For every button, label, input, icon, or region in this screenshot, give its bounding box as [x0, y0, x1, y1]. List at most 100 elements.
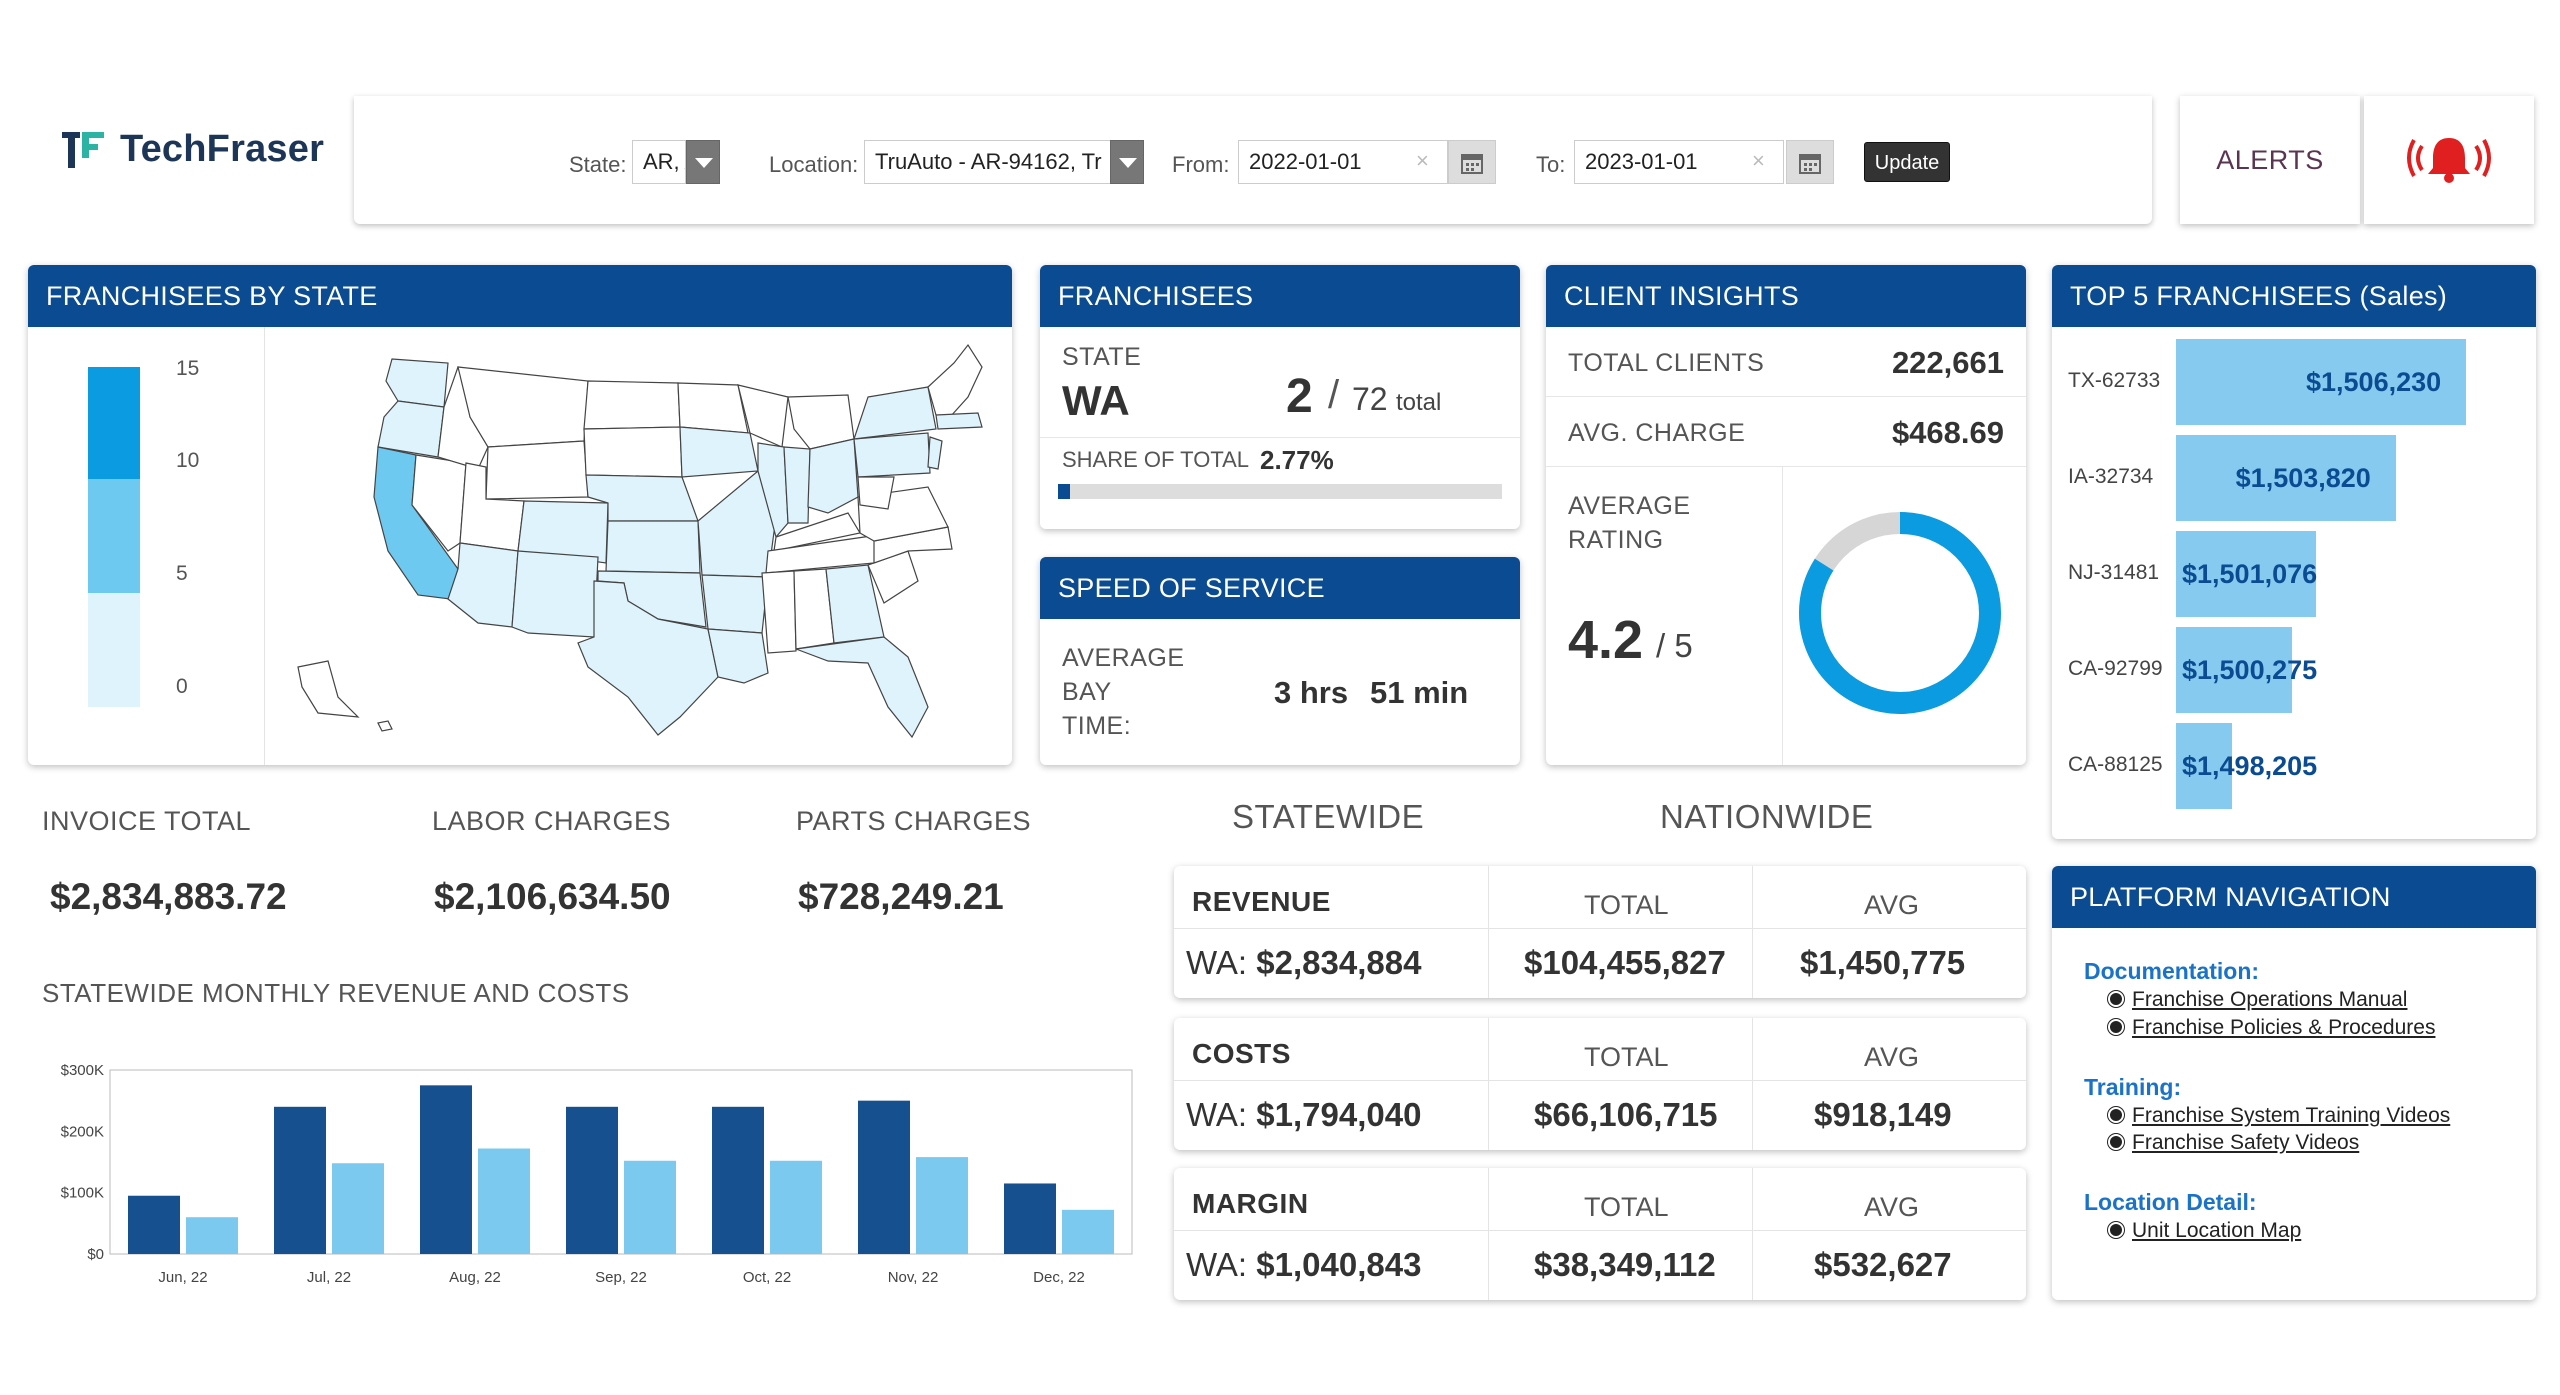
franchisees-title: FRANCHISEES	[1040, 265, 1520, 327]
top5-bar	[2176, 339, 2466, 425]
client-insights-card: CLIENT INSIGHTS TOTAL CLIENTS 222,661 AV…	[1546, 265, 2026, 765]
chart-bar	[624, 1160, 676, 1254]
to-calendar-icon[interactable]	[1786, 140, 1834, 184]
state-hi	[377, 720, 393, 732]
state-select[interactable]: AR, A	[632, 140, 686, 184]
revenue-avg-label: AVG	[1864, 890, 1920, 920]
franchisee-total-suffix: total	[1396, 389, 1442, 416]
state-ma-ct	[935, 412, 983, 430]
chart-ytick-label: $100K	[61, 1185, 104, 1202]
to-clear-icon[interactable]: ×	[1752, 148, 1765, 173]
documentation-heading: Documentation:	[2084, 958, 2260, 984]
chart-xtick-label: Sep, 22	[595, 1269, 647, 1286]
link-training-videos[interactable]: Franchise System Training Videos	[2109, 1104, 2451, 1127]
from-clear-icon[interactable]: ×	[1416, 148, 1429, 173]
chart-bar	[128, 1195, 180, 1254]
location-detail-heading: Location Detail:	[2084, 1189, 2257, 1215]
state-fl	[795, 636, 929, 739]
to-label: To:	[1536, 152, 1566, 177]
chart-bar	[566, 1106, 618, 1254]
chart-bar	[858, 1100, 910, 1254]
top5-label: NJ-31481	[2068, 561, 2160, 584]
margin-avg-value: $532,627	[1814, 1246, 1952, 1283]
state-new-england	[927, 343, 983, 418]
techfraser-logo-icon	[62, 131, 104, 168]
share-progress-fill	[1058, 484, 1071, 499]
chart-plot-frame	[109, 1069, 1133, 1255]
alerts-button[interactable]: ALERTS	[2180, 96, 2360, 224]
total-clients-value: 222,661	[1891, 345, 2004, 380]
top5-value: $1,506,230	[2306, 367, 2442, 397]
top5-row[interactable]: TX-62733 $1,506,230	[2052, 339, 2536, 425]
top5-title: TOP 5 FRANCHISEES (Sales)	[2052, 265, 2536, 327]
state-ar	[701, 574, 769, 634]
state-dropdown-arrow-icon[interactable]	[686, 140, 720, 184]
revenue-avg-value: $1,450,775	[1800, 944, 1966, 981]
link-unit-location-map[interactable]: Unit Location Map	[2109, 1219, 2302, 1242]
link-franchise-operations-manual[interactable]: Franchise Operations Manual	[2109, 988, 2408, 1011]
chart-bar	[274, 1106, 326, 1254]
top5-value: $1,501,076	[2182, 559, 2318, 589]
location-dropdown-arrow-icon[interactable]	[1110, 140, 1144, 184]
link-safety-videos[interactable]: Franchise Safety Videos	[2109, 1131, 2360, 1154]
top5-row[interactable]: CA-88125 $1,498,205	[2052, 723, 2536, 809]
top5-label: IA-32734	[2068, 465, 2154, 488]
top5-row[interactable]: IA-32734 $1,503,820	[2052, 435, 2536, 521]
training-heading: Training:	[2084, 1074, 2182, 1100]
top5-bar	[2176, 627, 2293, 713]
location-filter-label: Location:	[769, 152, 859, 177]
state-in	[783, 446, 811, 524]
chart-xtick-label: Aug, 22	[449, 1269, 501, 1286]
to-date-input[interactable]: 2023-01-01	[1574, 140, 1784, 184]
costs-title: COSTS	[1192, 1038, 1291, 1069]
from-calendar-icon[interactable]	[1448, 140, 1496, 184]
margin-avg-label: AVG	[1864, 1192, 1920, 1222]
from-date-input[interactable]: 2022-01-01	[1238, 140, 1448, 184]
revenue-total-value: $104,455,827	[1524, 944, 1726, 981]
alarm-bell-icon	[2407, 138, 2491, 183]
filter-bar: State: AR, A Location: TruAuto - AR-9416…	[354, 96, 2152, 224]
franchisees-by-state-card: FRANCHISEES BY STATE 15 10 5 0	[28, 265, 1012, 765]
chart-bar	[770, 1160, 822, 1254]
rating-max: / 5	[1656, 627, 1693, 664]
state-il	[757, 442, 789, 539]
parts-charges-value: $728,249.21	[798, 876, 1004, 917]
invoice-total-value: $2,834,883.72	[50, 876, 287, 917]
top5-bar	[2176, 435, 2396, 521]
state-ms	[761, 570, 797, 654]
chart-bar	[186, 1217, 238, 1254]
share-value: 2.77%	[1260, 445, 1334, 475]
chart-xtick-label: Dec, 22	[1033, 1269, 1085, 1286]
top5-bar	[2176, 723, 2232, 809]
state-nd	[583, 380, 681, 430]
alarm-bell-button[interactable]	[2364, 96, 2534, 224]
bay-time-minutes: 51 min	[1370, 675, 1469, 710]
state-ia	[679, 426, 759, 478]
avg-charge-value: $468.69	[1891, 415, 2004, 450]
costs-state: WA: $1,794,040	[1186, 1096, 1422, 1133]
bay-time-label: AVERAGE BAY TIME:	[1062, 644, 1185, 740]
map-legend	[88, 367, 140, 707]
labor-charges-value: $2,106,634.50	[434, 876, 671, 917]
top5-row[interactable]: CA-92799 $1,500,275	[2052, 627, 2536, 713]
top5-row[interactable]: NJ-31481 $1,501,076	[2052, 531, 2536, 617]
franchisees-card: FRANCHISEES STATE WA 2 / 72 total SHARE …	[1040, 265, 1520, 529]
invoice-total-label: INVOICE TOTAL	[42, 806, 252, 836]
state-mo	[697, 470, 777, 578]
link-franchise-policies-procedures[interactable]: Franchise Policies & Procedures	[2109, 1016, 2436, 1039]
costs-card: COSTS WA: $1,794,040 TOTAL $66,106,715 A…	[1174, 1018, 2026, 1150]
update-button[interactable]: Update	[1864, 142, 1950, 182]
revenue-title: REVENUE	[1192, 886, 1331, 917]
total-clients-label: TOTAL CLIENTS	[1568, 349, 1765, 377]
chart-bar	[712, 1106, 764, 1254]
location-select[interactable]: TruAuto - AR-94162, Tr	[864, 140, 1112, 184]
share-progress-track	[1058, 484, 1502, 499]
brand-logo[interactable]: TechFraser	[62, 128, 324, 171]
us-states-map[interactable]	[288, 337, 1008, 747]
rating-donut-arc	[1799, 512, 2001, 714]
bay-time-hours: 3 hrs	[1274, 675, 1349, 710]
state-value: WA	[1062, 377, 1130, 424]
legend-mid	[88, 479, 140, 593]
margin-card: MARGIN WA: $1,040,843 TOTAL $38,349,112 …	[1174, 1168, 2026, 1300]
legend-tick-10: 10	[176, 449, 200, 472]
